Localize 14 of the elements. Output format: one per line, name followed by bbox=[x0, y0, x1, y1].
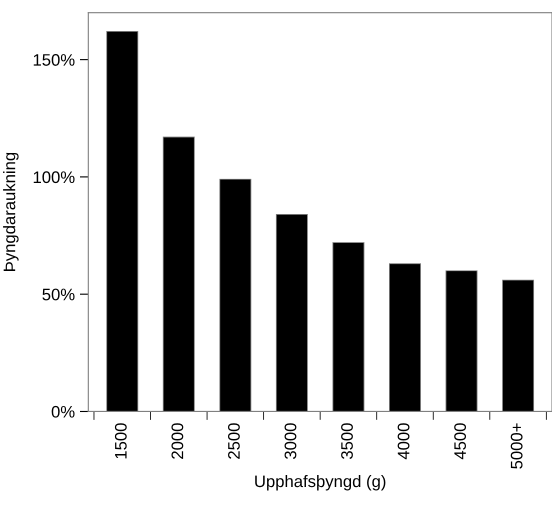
y-axis-title: Þyngdaraukning bbox=[3, 152, 19, 271]
y-tick-label: 0% bbox=[52, 406, 75, 418]
x-tick-label: 2000 bbox=[171, 423, 184, 459]
x-tick-label: 3500 bbox=[341, 423, 353, 460]
x-tick-label: 1500 bbox=[114, 423, 127, 458]
x-tick-label: 3000 bbox=[284, 423, 296, 460]
x-axis-title: Upphafsþyngd (g) bbox=[255, 474, 386, 490]
y-tick-label: 150% bbox=[34, 54, 75, 66]
x-tick-label: 2500 bbox=[228, 423, 240, 459]
x-tick-label: 4000 bbox=[398, 423, 410, 460]
x-tick-label: 5000+ bbox=[510, 423, 523, 469]
y-tick-label: 50% bbox=[42, 288, 75, 300]
x-tick-label: 4500 bbox=[454, 423, 466, 460]
y-tick-label: 100% bbox=[34, 171, 75, 184]
